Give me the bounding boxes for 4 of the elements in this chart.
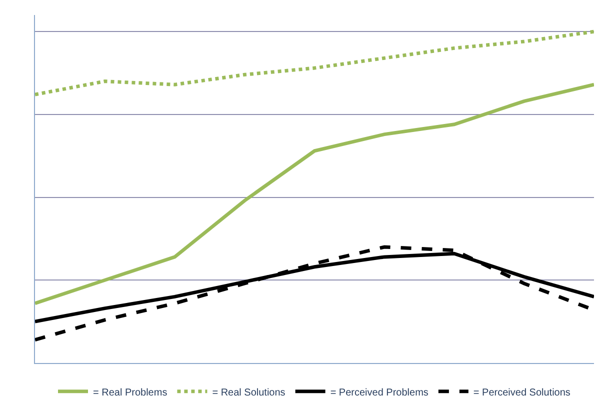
legend-label: = Real Solutions [212,387,286,398]
legend-label: = Perceived Problems [330,387,428,398]
legend-label: = Perceived Solutions [473,387,570,398]
legend-label: = Real Problems [93,387,168,398]
